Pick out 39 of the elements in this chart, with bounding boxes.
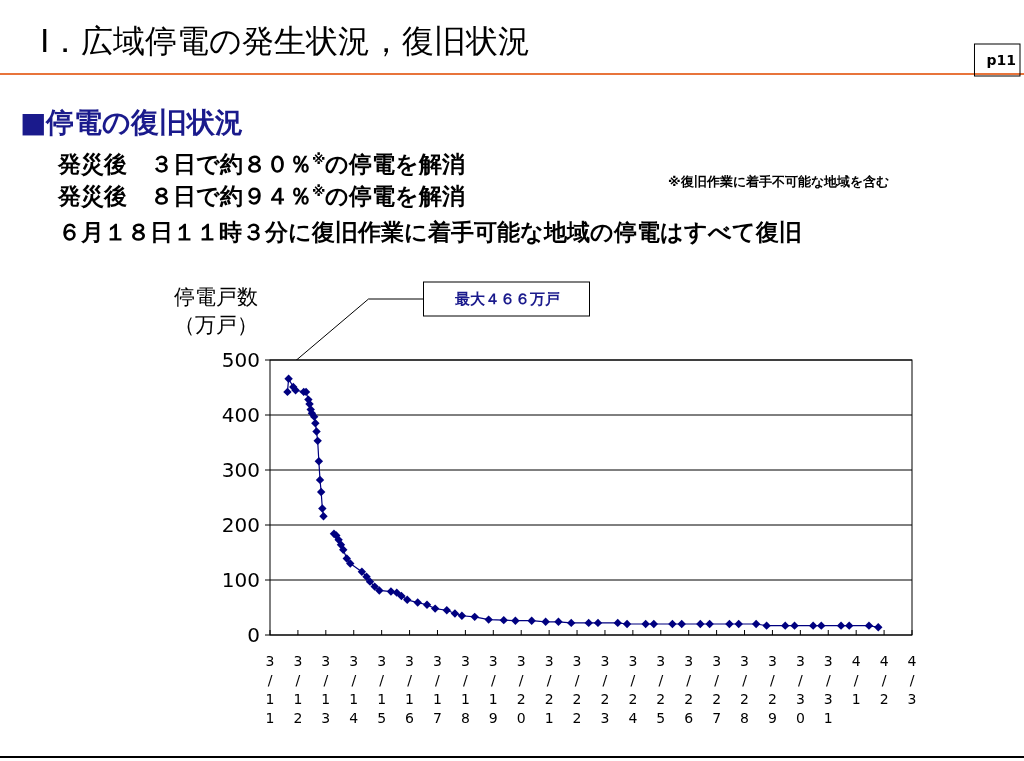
text: ６月１８日１１時３分に復旧作業に着手可能な地域の停電はすべて復旧: [58, 219, 802, 245]
x-tick-label: 3/11: [265, 653, 275, 726]
y-axis-title: 停電戸数（万戸）: [174, 285, 258, 337]
x-tick-label: 3/24: [628, 653, 638, 726]
x-tick-label: 3/20: [516, 653, 526, 726]
x-tick-label: 4/3: [907, 653, 917, 707]
chart-title: Ⅰ．広域停電の発生状況，復旧状況: [40, 22, 531, 60]
x-tick-label: 3/19: [488, 653, 498, 726]
x-tick-label: 3/16: [405, 653, 415, 726]
x-tick-label: 3/30: [795, 653, 805, 726]
y-tick-label: 100: [221, 568, 260, 592]
x-tick-label: 3/15: [377, 653, 387, 726]
x-tick-label: 3/18: [460, 653, 470, 726]
x-tick-label: 3/14: [349, 653, 359, 726]
y-tick-label: 0: [247, 623, 260, 647]
chart-subtitle: ■停電の復旧状況: [20, 106, 244, 139]
y-tick-label: 200: [221, 513, 260, 537]
text: 発災後 ３日で約８０％$^{※}$の停電を解消: [57, 151, 466, 177]
text: 最大４６６万戸: [453, 290, 560, 308]
x-tick-label: 3/13: [321, 653, 331, 726]
x-tick-label: 3/23: [600, 653, 610, 726]
x-tick-label: 3/12: [293, 653, 303, 726]
x-tick-label: 3/26: [684, 653, 694, 726]
x-tick-label: 3/25: [656, 653, 666, 726]
x-tick-label: 4/1: [851, 653, 861, 707]
text: ※復旧作業に着手不可能な地域を含む: [668, 174, 889, 189]
text: p11: [986, 52, 1016, 68]
x-tick-label: 3/31: [823, 653, 833, 726]
y-tick-label: 500: [221, 348, 260, 372]
x-tick-label: 3/17: [433, 653, 442, 726]
x-tick-label: 3/22: [572, 653, 582, 726]
y-tick-label: 300: [221, 458, 260, 482]
x-tick-label: 3/27: [712, 653, 722, 726]
text: 発災後 ８日で約９４％$^{※}$の停電を解消: [57, 183, 466, 209]
y-tick-label: 400: [221, 403, 260, 427]
x-tick-label: 3/29: [767, 653, 777, 726]
x-tick-label: 3/21: [544, 653, 554, 726]
x-tick-label: 4/2: [879, 653, 889, 707]
x-tick-label: 3/28: [740, 653, 749, 726]
